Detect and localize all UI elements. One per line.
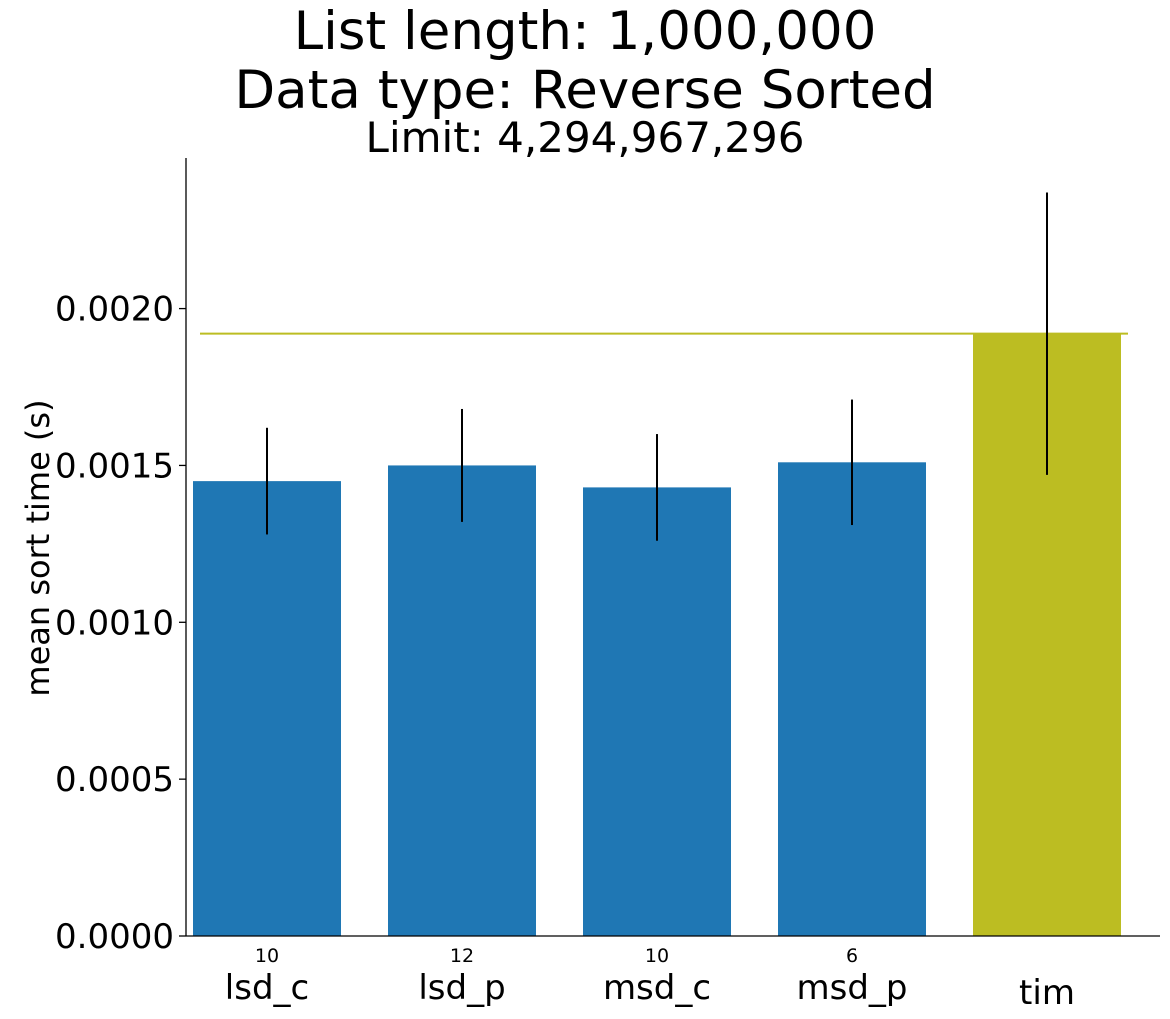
y-tick-label-1: 0.0005: [55, 760, 174, 800]
bar-lsd_p: [388, 465, 536, 936]
chart-subtitle-limit: Limit: 4,294,967,296: [365, 113, 805, 162]
y-tick-label-4: 0.0020: [55, 290, 174, 330]
bar-annotation-lsd_c: 10: [255, 945, 279, 967]
bar-msd_p: [778, 462, 926, 936]
x-tick-label-msd_p: msd_p: [797, 968, 908, 1008]
bar-annotation-msd_p: 6: [846, 945, 858, 967]
axes-layer: [179, 158, 1160, 937]
chart-title-line-1: List length: 1,000,000: [293, 1, 877, 62]
x-tick-label-lsd_p: lsd_p: [418, 968, 505, 1008]
x-tick-label-msd_c: msd_c: [603, 968, 711, 1008]
bar-lsd_c: [193, 481, 341, 936]
bar-annotation-lsd_p: 12: [450, 945, 474, 967]
y-tick-label-2: 0.0010: [55, 603, 174, 643]
bar-annotation-msd_c: 10: [645, 945, 669, 967]
error-bars-layer: [266, 192, 1048, 541]
x-tick-label-tim: tim: [1019, 973, 1075, 1013]
bar-msd_c: [583, 487, 731, 936]
y-tick-label-0: 0.0000: [55, 917, 174, 957]
x-tick-label-lsd_c: lsd_c: [225, 968, 309, 1008]
bars-layer: [193, 333, 1121, 936]
chart-title-line-2: Data type: Reverse Sorted: [234, 60, 936, 121]
y-tick-label-3: 0.0015: [55, 446, 174, 486]
